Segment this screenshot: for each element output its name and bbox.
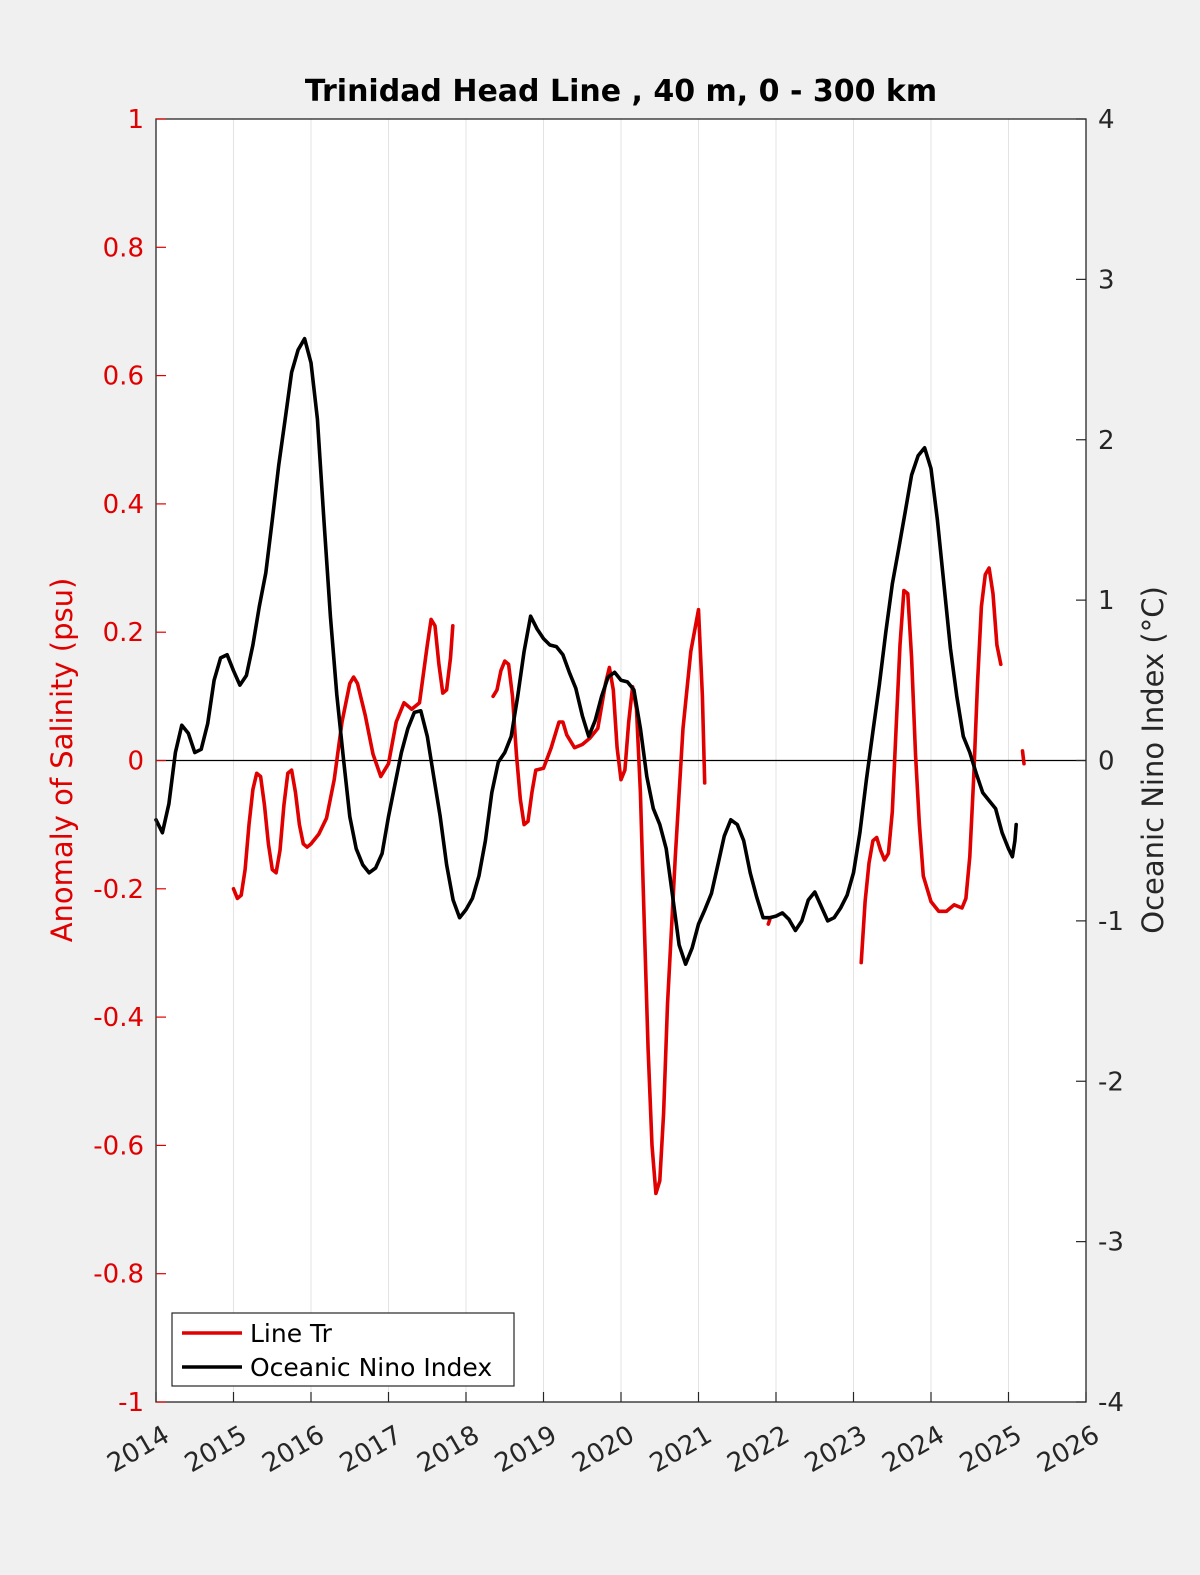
left-tick-label: 0.6 <box>103 362 144 392</box>
series-line-line-tr <box>1020 749 1026 766</box>
right-tick-label: -2 <box>1098 1067 1124 1097</box>
left-tick-label: -0.2 <box>93 875 144 905</box>
left-tick-label: 1 <box>127 105 144 135</box>
left-axis: 1 0.8 0.6 0.4 0.2 0 -0.2 -0.4 -0.6 -0.8 -1 <box>93 105 166 1418</box>
left-tick-label: 0 <box>127 747 144 777</box>
series-line-line-tr <box>231 617 455 901</box>
left-tick-label: 0.4 <box>103 490 144 520</box>
left-axis-label: Anomaly of Salinity (psu) <box>45 578 79 943</box>
series-line-oceanic-nino-index <box>154 336 1018 966</box>
left-tick-label: -0.8 <box>93 1260 144 1290</box>
right-tick-label: 3 <box>1098 265 1115 295</box>
legend-box <box>171 1312 515 1387</box>
right-tick-label: 4 <box>1098 105 1115 135</box>
left-tick-label: -1 <box>118 1388 144 1418</box>
legend-label-oni: Oceanic Nino Index <box>250 1353 492 1382</box>
right-tick-label: -1 <box>1098 907 1124 937</box>
left-tick-label: -0.4 <box>93 1003 144 1033</box>
right-tick-label: -3 <box>1098 1228 1124 1258</box>
left-tick-label: 0.2 <box>103 618 144 648</box>
series-line-line-tr <box>766 917 772 926</box>
series-layer <box>154 336 1026 1196</box>
right-tick-label: 1 <box>1098 586 1115 616</box>
left-tick-label: 0.8 <box>103 233 144 263</box>
right-axis: 4 3 2 1 0 -1 -2 -3 -4 <box>1076 105 1124 1418</box>
series-line-line-tr <box>859 566 1003 965</box>
right-axis-label: Oceanic Nino Index (°C) <box>1136 586 1170 934</box>
legend-label-line-tr: Line Tr <box>250 1319 333 1348</box>
right-tick-label: -4 <box>1098 1388 1124 1418</box>
right-tick-label: 0 <box>1098 747 1115 777</box>
right-tick-label: 2 <box>1098 426 1115 456</box>
legend: Line Tr Oceanic Nino Index <box>171 1312 515 1387</box>
left-tick-label: -0.6 <box>93 1131 144 1161</box>
chart-title: Trinidad Head Line , 40 m, 0 - 300 km <box>305 74 937 109</box>
